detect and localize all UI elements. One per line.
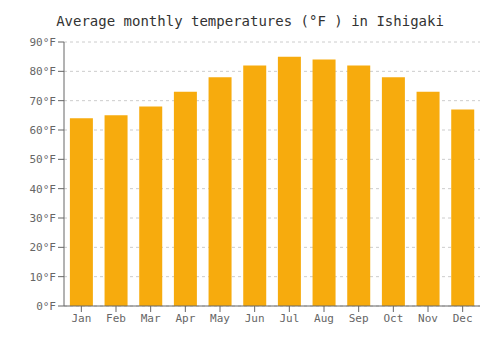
svg-text:Aug: Aug [314,312,334,325]
svg-text:30°F: 30°F [30,212,57,225]
svg-text:Feb: Feb [106,312,126,325]
svg-text:20°F: 20°F [30,241,57,254]
svg-text:Sep: Sep [349,312,369,325]
svg-text:Jul: Jul [279,312,299,325]
svg-text:Oct: Oct [383,312,403,325]
svg-text:40°F: 40°F [30,183,57,196]
svg-text:Mar: Mar [141,312,161,325]
svg-text:90°F: 90°F [30,36,57,49]
svg-text:Nov: Nov [418,312,438,325]
svg-text:Jun: Jun [245,312,265,325]
svg-text:50°F: 50°F [30,153,57,166]
html-text:Average monthly temperatures (: Average monthly temperatures (°F ) in Is… [56,13,444,29]
svg-text:70°F: 70°F [30,95,57,108]
svg-text:May: May [210,312,230,325]
svg-text:Jan: Jan [71,312,91,325]
svg-text:Dec: Dec [453,312,473,325]
svg-text:60°F: 60°F [30,124,57,137]
svg-text:10°F: 10°F [30,271,57,284]
svg-text:0°F: 0°F [36,300,56,313]
svg-text:80°F: 80°F [30,65,57,78]
svg-text:Apr: Apr [175,312,195,325]
